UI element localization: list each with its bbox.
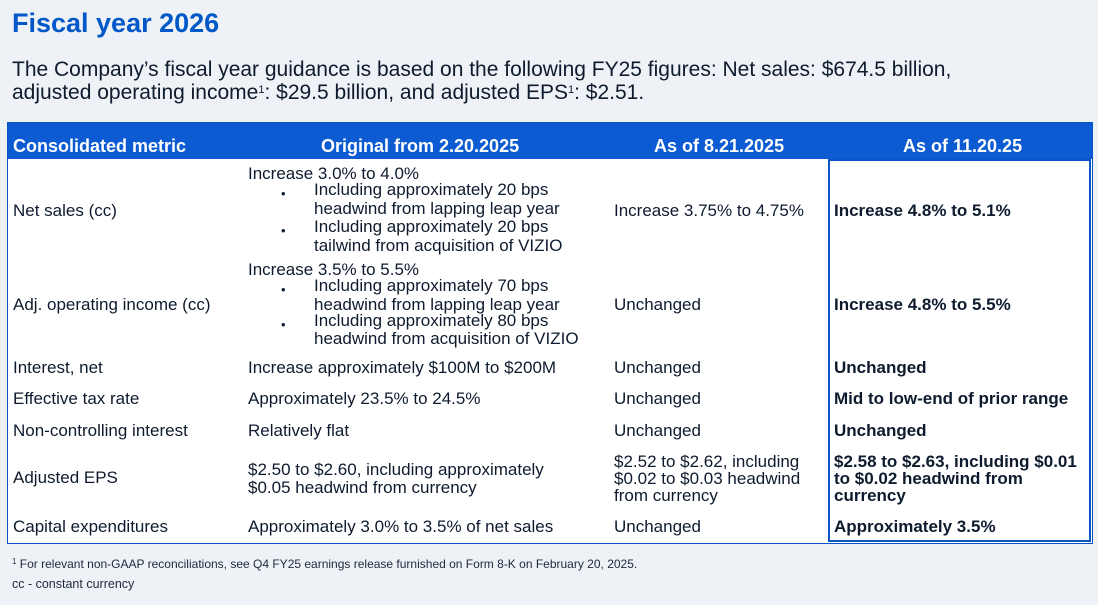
tax-original: Approximately 23.5% to 24.5% <box>248 389 481 408</box>
op-income-aug: Unchanged <box>614 295 701 314</box>
op-income-nov: Increase 4.8% to 5.5% <box>834 295 1011 314</box>
eps-aug-1: $2.52 to $2.62, including <box>614 452 800 471</box>
intro-eps: : $29.5 billion, and adjusted EPS <box>264 81 569 104</box>
latest-guidance-highlight <box>828 159 1091 542</box>
footnote: 1 For relevant non-GAAP reconciliations,… <box>12 557 637 571</box>
tax-nov: Mid to low-end of prior range <box>834 389 1069 408</box>
capex-original: Approximately 3.0% to 3.5% of net sales <box>248 517 554 536</box>
metric-capital-expenditures: Capital expenditures <box>13 517 168 536</box>
metric-interest-net: Interest, net <box>13 358 103 377</box>
metric-effective-tax-rate: Effective tax rate <box>13 389 140 408</box>
footnote-ref: 1 <box>568 84 575 96</box>
op-income-bullet-1a: Including approximately 70 bps <box>314 276 549 295</box>
capex-nov: Approximately 3.5% <box>834 517 996 536</box>
metric-non-controlling-interest: Non-controlling interest <box>13 421 188 440</box>
nci-original: Relatively flat <box>248 421 350 440</box>
eps-original-1: $2.50 to $2.60, including approximately <box>248 460 544 479</box>
cc-definition: cc - constant currency <box>12 577 135 591</box>
op-income-bullet-2b: headwind from acquisition of VIZIO <box>314 329 579 348</box>
net-sales-nov: Increase 4.8% to 5.1% <box>834 201 1011 220</box>
footnote-marker: 1 <box>12 557 17 566</box>
bullet-icon: • <box>281 317 286 332</box>
eps-aug-2: $0.02 to $0.03 headwind <box>614 469 801 488</box>
header-aug: As of 8.21.2025 <box>654 136 785 156</box>
header-nov: As of 11.20.25 <box>903 136 1023 156</box>
eps-nov-3: currency <box>834 486 906 505</box>
eps-aug-3: from currency <box>614 486 718 505</box>
header-metric: Consolidated metric <box>13 136 187 156</box>
bullet-icon: • <box>281 223 286 238</box>
guidance-intro: The Company’s fiscal year guidance is ba… <box>12 58 1092 104</box>
tax-aug: Unchanged <box>614 389 701 408</box>
net-sales-bullet-2b: tailwind from acquisition of VIZIO <box>314 236 563 255</box>
op-income-original: Increase 3.5% to 5.5% <box>248 260 420 279</box>
eps-nov-2: to $0.02 headwind from <box>834 469 1023 488</box>
metric-adj-operating-income: Adj. operating income (cc) <box>13 295 211 314</box>
intro-eps-value: : $2.51. <box>574 81 645 104</box>
eps-original-2: $0.05 headwind from currency <box>248 478 477 497</box>
page-title: Fiscal year 2026 <box>12 8 220 38</box>
intro-line-2: adjusted operating income1: $29.5 billio… <box>12 81 1092 104</box>
metric-adjusted-eps: Adjusted EPS <box>13 468 118 487</box>
nci-aug: Unchanged <box>614 421 701 440</box>
metric-net-sales: Net sales (cc) <box>13 201 117 220</box>
bullet-icon: • <box>281 282 286 297</box>
net-sales-aug: Increase 3.75% to 4.75% <box>614 201 804 220</box>
interest-nov: Unchanged <box>834 358 927 377</box>
net-sales-bullet-2a: Including approximately 20 bps <box>314 217 549 236</box>
intro-adj-op-income: adjusted operating income <box>12 81 259 104</box>
net-sales-original: Increase 3.0% to 4.0% <box>248 164 420 183</box>
op-income-bullet-1b: headwind from lapping leap year <box>314 295 560 314</box>
footnote-text: For relevant non-GAAP reconciliations, s… <box>16 557 638 571</box>
net-sales-bullet-1a: Including approximately 20 bps <box>314 180 549 199</box>
interest-aug: Unchanged <box>614 358 701 377</box>
nci-nov: Unchanged <box>834 421 927 440</box>
interest-original: Increase approximately $100M to $200M <box>248 358 557 377</box>
guidance-table: Consolidated metric Original from 2.20.2… <box>7 122 1093 544</box>
footnote-ref: 1 <box>258 84 265 96</box>
eps-nov-1: $2.58 to $2.63, including $0.01 <box>834 452 1077 471</box>
op-income-bullet-2a: Including approximately 80 bps <box>314 311 549 330</box>
bullet-icon: • <box>281 186 286 201</box>
capex-aug: Unchanged <box>614 517 701 536</box>
table-header: Consolidated metric Original from 2.20.2… <box>8 123 1092 159</box>
intro-line-1: The Company’s fiscal year guidance is ba… <box>12 58 952 81</box>
header-original: Original from 2.20.2025 <box>321 136 520 156</box>
net-sales-bullet-1b: headwind from lapping leap year <box>314 199 560 218</box>
